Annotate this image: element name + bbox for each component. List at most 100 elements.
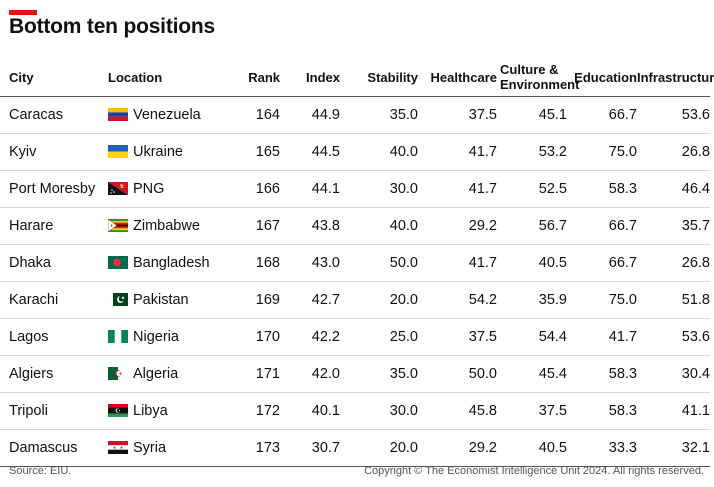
infrastructure-cell: 53.6 <box>637 318 710 356</box>
stability-cell: 20.0 <box>340 429 418 467</box>
column-header: Education <box>567 58 637 97</box>
table-row: Algiers Algeria 171 42.0 35.0 50.0 45.4 58.3 30.… <box>0 355 710 393</box>
libya-flag-icon <box>108 404 128 417</box>
column-header: Stability <box>340 58 418 97</box>
index-cell: 30.7 <box>280 429 340 467</box>
table-row: Caracas Venezuela 164 44.9 35.0 37.5 45.1 66.7 5… <box>0 96 710 134</box>
syria-flag-icon <box>108 441 128 454</box>
infrastructure-cell: 35.7 <box>637 207 710 245</box>
healthcare-cell: 37.5 <box>418 96 497 134</box>
culture-cell: 54.4 <box>497 318 567 356</box>
healthcare-cell: 41.7 <box>418 133 497 171</box>
index-cell: 44.5 <box>280 133 340 171</box>
healthcare-cell: 37.5 <box>418 318 497 356</box>
location-label: Libya <box>133 403 168 419</box>
table-row: Karachi Pakistan 169 42.7 20.0 54.2 35.9 75.0 51… <box>0 281 710 319</box>
infrastructure-cell: 32.1 <box>637 429 710 467</box>
index-cell: 40.1 <box>280 392 340 430</box>
table-row: Lagos Nigeria 170 42.2 25.0 37.5 54.4 41.7 53.6 <box>0 318 710 356</box>
education-cell: 66.7 <box>567 244 637 282</box>
culture-cell: 53.2 <box>497 133 567 171</box>
location-cell: Ukraine <box>108 133 218 171</box>
culture-cell: 45.4 <box>497 355 567 393</box>
stability-cell: 40.0 <box>340 207 418 245</box>
city-cell: Damascus <box>0 429 108 467</box>
table-body: Caracas Venezuela 164 44.9 35.0 37.5 45.1 66.7 5… <box>0 96 710 467</box>
healthcare-cell: 50.0 <box>418 355 497 393</box>
table-row: Kyiv Ukraine 165 44.5 40.0 41.7 53.2 75.0 26.8 <box>0 133 710 171</box>
culture-cell: 40.5 <box>497 244 567 282</box>
rank-cell: 173 <box>218 429 280 467</box>
infrastructure-cell: 51.8 <box>637 281 710 319</box>
location-cell: PNG <box>108 170 218 208</box>
rank-cell: 170 <box>218 318 280 356</box>
accent-bar <box>9 10 37 15</box>
copyright-note: Copyright © The Economist Intelligence U… <box>364 465 704 477</box>
location-label: PNG <box>133 181 165 197</box>
header-row: City Location Rank Index Stability Healt… <box>0 58 714 97</box>
culture-cell: 37.5 <box>497 392 567 430</box>
table-row: Dhaka Bangladesh 168 43.0 50.0 41.7 40.5 66.7 26… <box>0 244 710 282</box>
education-cell: 66.7 <box>567 207 637 245</box>
location-cell: Nigeria <box>108 318 218 356</box>
city-cell: Harare <box>0 207 108 245</box>
education-cell: 58.3 <box>567 170 637 208</box>
stability-cell: 50.0 <box>340 244 418 282</box>
stability-cell: 20.0 <box>340 281 418 319</box>
city-cell: Caracas <box>0 96 108 134</box>
city-cell: Algiers <box>0 355 108 393</box>
rank-cell: 164 <box>218 96 280 134</box>
rank-cell: 165 <box>218 133 280 171</box>
education-cell: 58.3 <box>567 392 637 430</box>
index-cell: 42.0 <box>280 355 340 393</box>
location-label: Algeria <box>133 366 179 382</box>
city-cell: Lagos <box>0 318 108 356</box>
column-header: Culture & Environment <box>497 58 579 97</box>
location-label: Pakistan <box>133 292 189 308</box>
nigeria-flag-icon <box>108 330 128 343</box>
infrastructure-cell: 26.8 <box>637 244 710 282</box>
index-cell: 42.7 <box>280 281 340 319</box>
stability-cell: 30.0 <box>340 392 418 430</box>
location-cell: Algeria <box>108 355 218 393</box>
infrastructure-cell: 26.8 <box>637 133 710 171</box>
stability-cell: 25.0 <box>340 318 418 356</box>
png-flag-icon <box>108 182 128 195</box>
stability-cell: 30.0 <box>340 170 418 208</box>
location-label: Ukraine <box>133 144 183 160</box>
pakistan-flag-icon <box>108 293 128 306</box>
healthcare-cell: 45.8 <box>418 392 497 430</box>
venezuela-flag-icon <box>108 108 128 121</box>
city-cell: Dhaka <box>0 244 108 282</box>
location-cell: Zimbabwe <box>107 207 218 245</box>
education-cell: 75.0 <box>567 133 637 171</box>
education-cell: 66.7 <box>567 96 637 134</box>
healthcare-cell: 41.7 <box>418 170 497 208</box>
infrastructure-cell: 30.4 <box>637 355 710 393</box>
rank-cell: 172 <box>218 392 280 430</box>
index-cell: 44.1 <box>280 170 340 208</box>
healthcare-cell: 54.2 <box>418 281 497 319</box>
healthcare-cell: 29.2 <box>418 207 497 245</box>
culture-cell: 56.7 <box>497 207 567 245</box>
stability-cell: 35.0 <box>340 96 418 134</box>
bangladesh-flag-icon <box>108 256 128 269</box>
location-label: Venezuela <box>133 107 201 123</box>
healthcare-cell: 29.2 <box>418 429 497 467</box>
infrastructure-cell: 41.1 <box>637 392 710 430</box>
location-cell: Bangladesh <box>108 244 218 282</box>
city-cell: Karachi <box>0 281 108 319</box>
zimbabwe-flag-icon <box>107 218 128 233</box>
table-row: Port Moresby PNG 166 44.1 30.0 41.7 52.5 58.3 46… <box>0 170 710 208</box>
culture-cell: 35.9 <box>497 281 567 319</box>
index-cell: 43.0 <box>280 244 340 282</box>
rank-cell: 168 <box>218 244 280 282</box>
education-cell: 33.3 <box>567 429 637 467</box>
table-row: Damascus Syria 173 30.7 20.0 29.2 40.5 33.3 32.1 <box>0 429 710 467</box>
rankings-table: City Location Rank Index Stability Healt… <box>0 58 714 467</box>
culture-cell: 45.1 <box>497 96 567 134</box>
location-label: Syria <box>133 440 167 456</box>
city-cell: Tripoli <box>0 392 108 430</box>
rank-cell: 167 <box>218 207 280 245</box>
